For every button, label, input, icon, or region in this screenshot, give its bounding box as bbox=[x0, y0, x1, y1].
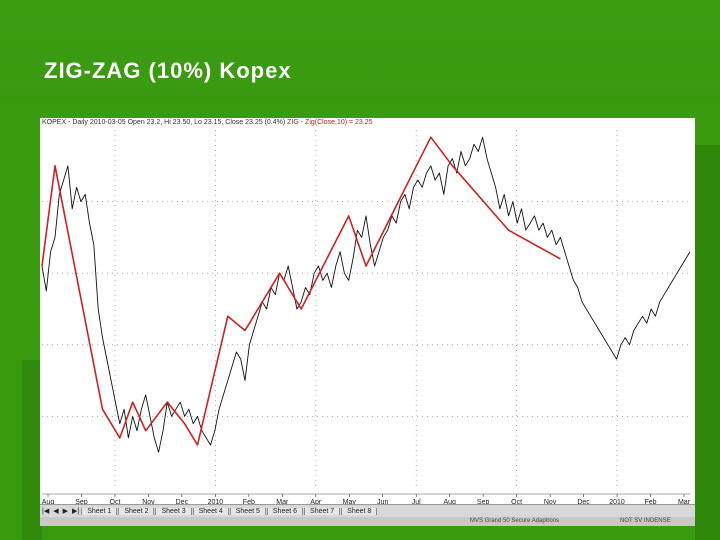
sheet-tab-4[interactable]: Sheet 4 bbox=[192, 507, 229, 515]
x-tick-label-14: Oct bbox=[511, 499, 522, 504]
sheet-tab-6[interactable]: Sheet 6 bbox=[266, 507, 304, 515]
sheet-tab-3[interactable]: Sheet 3 bbox=[155, 507, 192, 515]
sheet-nav-button-1[interactable]: ◀ bbox=[53, 508, 59, 515]
chart-plot: Aug Sep Oct Nov Dec 2010 Feb Mar Apr May Jun Jul Aug… bbox=[41, 130, 691, 504]
sheet-tab-5[interactable]: Sheet 5 bbox=[229, 507, 266, 515]
x-tick-label-4: Dec bbox=[176, 499, 189, 504]
x-tick-label-13: Sep bbox=[477, 499, 490, 504]
x-tick-label-5: 2010 bbox=[208, 499, 224, 504]
status-left: MVS Grand 50 Secure Adaptrons bbox=[470, 518, 560, 524]
x-tick-label-3: Nov bbox=[142, 499, 155, 504]
sheet-tab-8[interactable]: Sheet 8 bbox=[341, 507, 378, 515]
x-tick-label-6: Feb bbox=[243, 499, 255, 504]
sheet-tab-2[interactable]: Sheet 2 bbox=[118, 507, 155, 515]
sheet-nav-button-3[interactable]: ▶| bbox=[71, 508, 80, 515]
x-tick-label-18: Feb bbox=[644, 499, 656, 504]
slide-decoration-left bbox=[22, 360, 42, 540]
sheet-tab-7[interactable]: Sheet 7 bbox=[304, 507, 341, 515]
chart-window: Aug Sep Oct Nov Dec 2010 Feb Mar Apr May Jun Jul Aug… bbox=[40, 118, 695, 526]
x-tick-label-2: Oct bbox=[110, 499, 121, 504]
slide-title: ZIG-ZAG (10%) Kopex bbox=[44, 58, 292, 83]
x-tick-label-16: Dec bbox=[577, 499, 590, 504]
slide-decoration-right bbox=[695, 145, 720, 540]
sheet-tab-bar: |◀ ◀ ▶ ▶| Sheet 1 Sheet 2 Sheet 3 Sheet 4 Sheet … bbox=[40, 504, 695, 517]
slide-background bbox=[0, 0, 720, 100]
chart-header: KOPEX - Daily 2010-03-05 Open 23.2, Hi 2… bbox=[42, 119, 373, 126]
x-tick-label-17: 2010 bbox=[609, 499, 625, 504]
status-right: NOT SV INDENSE bbox=[620, 518, 671, 524]
sheet-tab-1[interactable]: Sheet 1 bbox=[81, 507, 118, 515]
zigzag-line bbox=[41, 136, 561, 446]
x-tick-label-12: Aug bbox=[443, 499, 456, 504]
x-tick-label-19: Mar bbox=[678, 499, 691, 504]
sheet-nav-button-0[interactable]: |◀ bbox=[42, 508, 50, 515]
zigzag-legend: ZIG - Zig(Close,10) = 23.25 bbox=[287, 119, 373, 126]
x-tick-label-7: Mar bbox=[276, 499, 289, 504]
x-tick-label-15: Nov bbox=[544, 499, 557, 504]
x-tick-label-10: Jun bbox=[377, 499, 388, 504]
x-tick-label-11: Jul bbox=[412, 499, 421, 504]
x-tick-label-9: May bbox=[343, 499, 357, 504]
sheet-nav-button-2[interactable]: ▶ bbox=[62, 508, 68, 515]
x-tick-label-1: Sep bbox=[75, 499, 88, 504]
status-bar: MVS Grand 50 Secure Adaptrons NOT SV IND… bbox=[40, 517, 695, 526]
chart-header-text: KOPEX - Daily 2010-03-05 Open 23.2, Hi 2… bbox=[42, 119, 286, 126]
x-tick-label-8: Apr bbox=[310, 499, 322, 504]
price-line bbox=[41, 136, 691, 453]
x-tick-label-0: Aug bbox=[42, 499, 55, 504]
